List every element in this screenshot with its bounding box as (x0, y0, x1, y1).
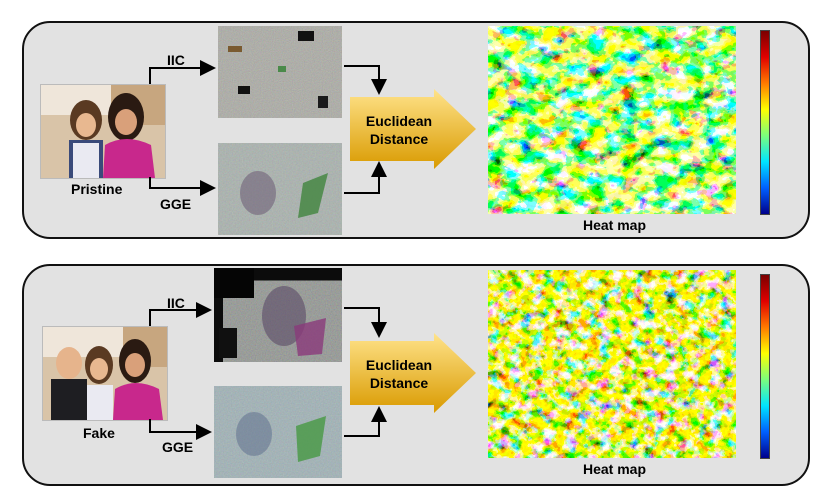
gge-map-fake (214, 386, 342, 478)
iic-label-top: IIC (167, 52, 185, 68)
gge-label-top: GGE (160, 196, 192, 212)
euclidean-line2-top: Distance (369, 131, 429, 147)
heat-map-fake (488, 270, 736, 458)
euclidean-line1-bottom: Euclidean (365, 357, 433, 373)
gge-label-bottom: GGE (162, 439, 194, 455)
heatmap-label-bottom: Heat map (583, 461, 647, 477)
euclidean-text-bottom: Euclidean Distance (354, 356, 444, 392)
colorbar-pristine (760, 30, 770, 215)
gge-map-pristine (218, 143, 342, 235)
colorbar-fake (760, 274, 770, 459)
heatmap-label-top: Heat map (583, 217, 647, 233)
euclidean-line2-bottom: Distance (369, 375, 429, 391)
euclidean-distance-arrow-bottom (350, 333, 476, 413)
pristine-photo (40, 84, 166, 179)
fake-label: Fake (83, 425, 115, 441)
iic-map-fake (214, 268, 342, 362)
pristine-label: Pristine (71, 181, 123, 197)
euclidean-text-top: Euclidean Distance (354, 112, 444, 148)
heat-map-pristine (488, 26, 736, 214)
iic-label-bottom: IIC (167, 295, 185, 311)
fake-photo (42, 326, 168, 421)
iic-map-pristine (218, 26, 342, 118)
euclidean-line1-top: Euclidean (365, 113, 433, 129)
euclidean-distance-arrow-top (350, 89, 476, 169)
